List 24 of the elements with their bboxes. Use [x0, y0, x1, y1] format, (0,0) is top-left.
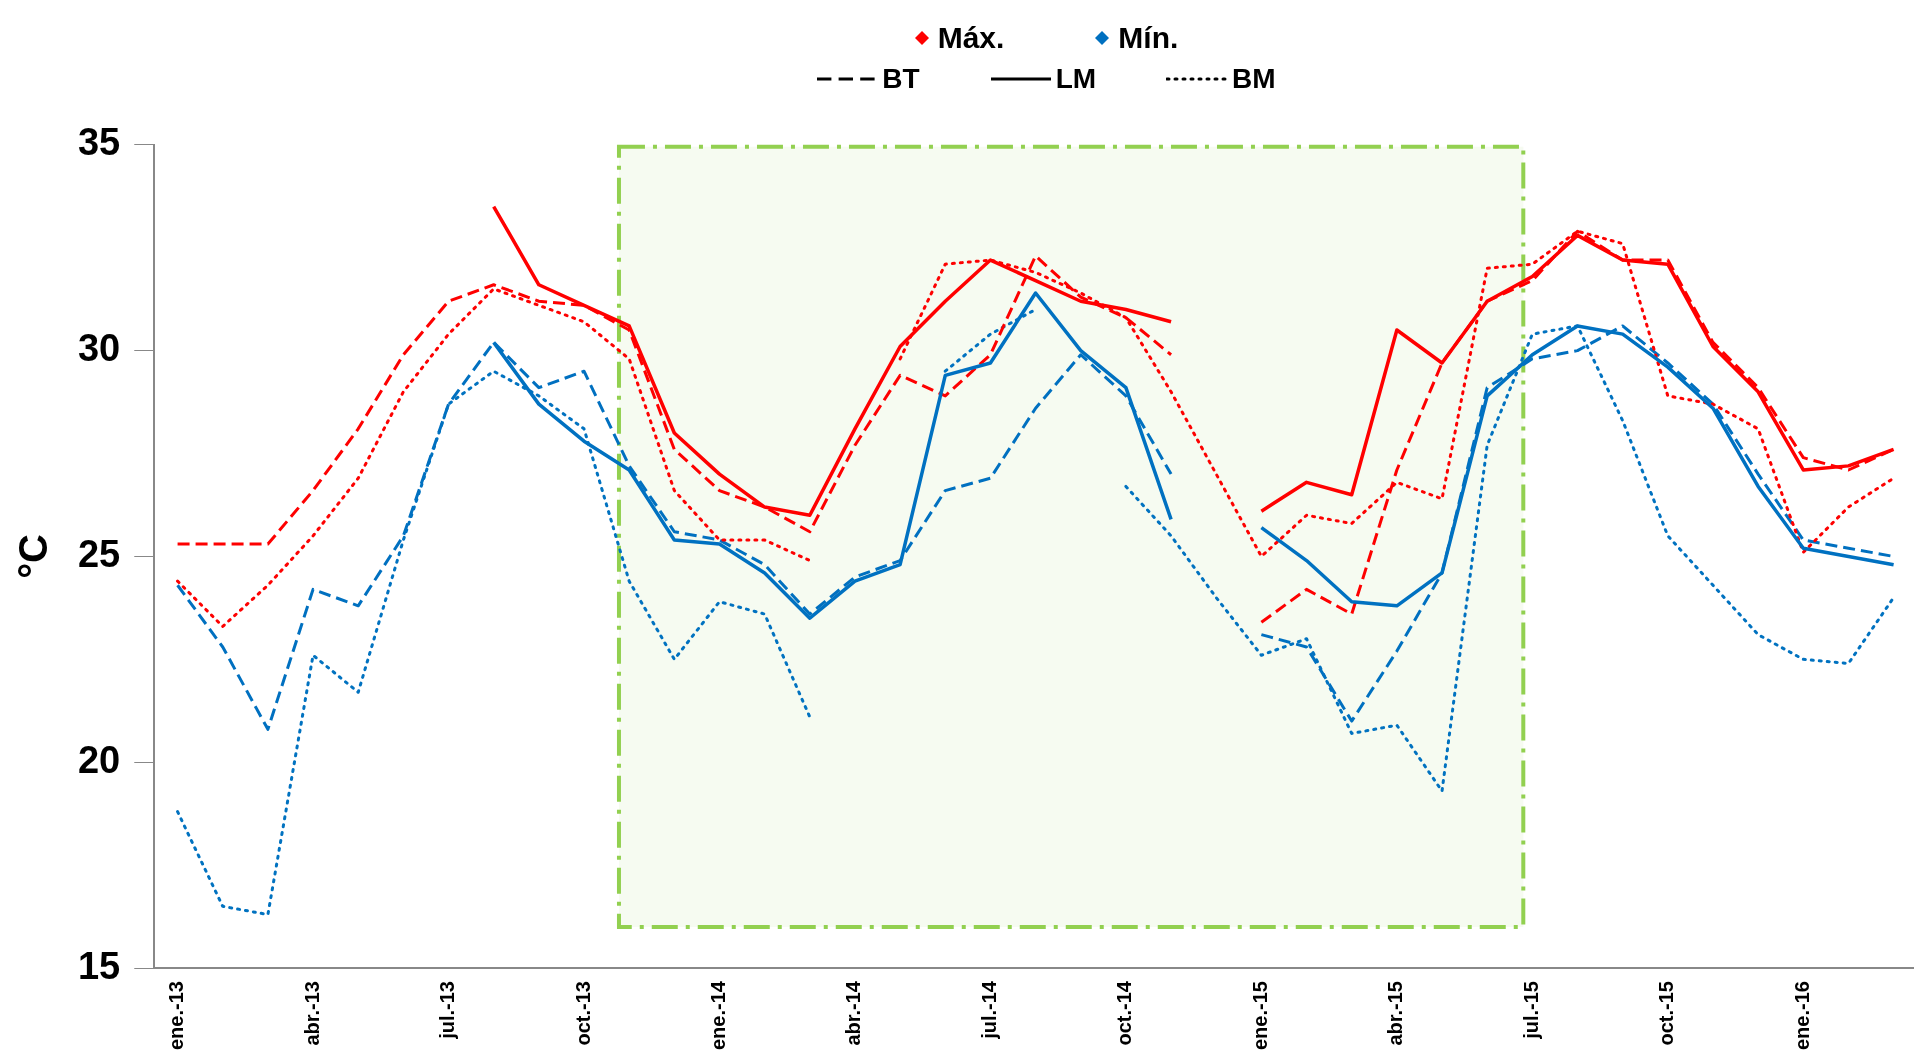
- x-tick-label: oct.-14: [1113, 980, 1136, 1046]
- x-tick-label: jul.-13: [436, 981, 459, 1040]
- x-tick-label: oct.-15: [1655, 981, 1678, 1046]
- x-tick-label: abr.-13: [300, 981, 323, 1046]
- y-tick-label: 35: [77, 121, 121, 164]
- x-tick-label: abr.-15: [1384, 981, 1407, 1046]
- y-tick-label: 30: [77, 327, 121, 370]
- x-tick-label: ene.-16: [1790, 981, 1813, 1051]
- y-tick-label: 25: [77, 532, 121, 575]
- x-tick-label: ene.-14: [707, 980, 729, 1051]
- x-tick-label: ene.-15: [1248, 981, 1271, 1051]
- y-tick-label: 15: [77, 944, 121, 987]
- text: BM: [1232, 63, 1276, 95]
- x-tick-label: jul.-15: [1519, 981, 1542, 1040]
- text: Máx.: [937, 21, 1005, 55]
- x-tick-label: abr.-14: [842, 980, 865, 1046]
- text: LM: [1055, 63, 1097, 95]
- x-tick-label: ene.-13: [165, 981, 188, 1051]
- x-tick-label: oct.-13: [571, 981, 594, 1046]
- y-tick-label: 20: [77, 738, 121, 781]
- x-tick-label: jul.-14: [977, 980, 1000, 1040]
- text: Mín.: [1118, 21, 1179, 55]
- text: BT: [882, 63, 920, 95]
- y-axis-title: °C: [11, 533, 56, 579]
